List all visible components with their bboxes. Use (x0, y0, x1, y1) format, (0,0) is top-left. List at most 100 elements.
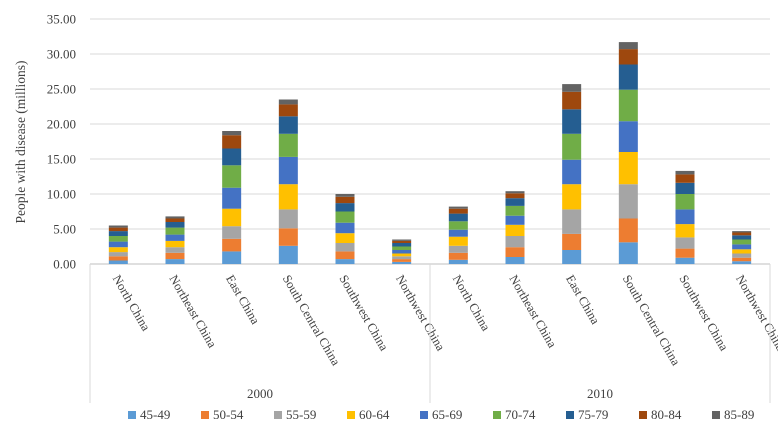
legend-swatch (712, 411, 720, 419)
bar-segment-60-64 (618, 152, 638, 185)
bar-segment-75-79 (222, 148, 242, 166)
x-tick-label: South Central China (280, 273, 343, 369)
bar-segment-60-64 (392, 253, 412, 257)
bar-segment-80-84 (335, 196, 355, 204)
bar-segment-85-89 (165, 216, 185, 219)
bar-segment-85-89 (505, 191, 525, 194)
x-tick-label: East China (563, 273, 603, 328)
bar-segment-75-79 (392, 243, 412, 247)
legend-swatch (420, 411, 428, 419)
y-tick-label: 10.00 (47, 187, 76, 202)
bar-segment-85-89 (618, 42, 638, 50)
x-tick-label: Southwest China (676, 273, 731, 354)
bar-segment-65-69 (108, 241, 128, 248)
legend-label: 80-84 (651, 407, 682, 422)
legend-swatch (639, 411, 647, 419)
x-tick-label: Northwest China (393, 273, 448, 354)
bar-segment-50-54 (222, 238, 242, 252)
bar-segment-70-74 (165, 227, 185, 235)
bar-segment-60-64 (505, 224, 525, 236)
bar-segment-50-54 (278, 228, 298, 246)
bar-segment-60-64 (448, 236, 468, 246)
bars (108, 42, 752, 264)
bar-segment-80-84 (222, 135, 242, 149)
bar-segment-55-59 (448, 245, 468, 253)
legend-swatch (493, 411, 501, 419)
bar-segment-60-64 (278, 184, 298, 210)
bar-segment-80-84 (392, 240, 412, 243)
y-tick-label: 20.00 (47, 117, 76, 132)
bar-segment-45-49 (618, 242, 638, 264)
bar-segment-65-69 (335, 222, 355, 234)
group-label: 2010 (587, 386, 613, 401)
bar-segment-60-64 (562, 184, 582, 210)
bar-segment-75-79 (108, 231, 128, 236)
bar-segment-65-69 (618, 121, 638, 152)
bar-segment-85-89 (335, 194, 355, 197)
bar-segment-45-49 (165, 259, 185, 264)
x-tick-label: North China (110, 273, 153, 334)
bar-segment-65-69 (562, 159, 582, 185)
bar-segment-45-49 (108, 260, 128, 264)
bar-segment-80-84 (675, 174, 695, 183)
x-tick-label: Southwest China (336, 273, 391, 354)
bar-segment-75-79 (675, 182, 695, 194)
bar-segment-55-59 (108, 252, 128, 257)
y-axis-label: People with disease (millions) (13, 60, 28, 223)
bar-segment-85-89 (278, 99, 298, 105)
legend-swatch (128, 411, 136, 419)
bar-segment-65-69 (448, 229, 468, 237)
legend-swatch (566, 411, 574, 419)
x-tick-label: East China (223, 273, 263, 328)
bar-segment-50-54 (618, 218, 638, 243)
bar-segment-70-74 (505, 205, 525, 216)
legend-label: 45-49 (140, 407, 170, 422)
bar-segment-75-79 (448, 213, 468, 222)
bar-segment-75-79 (278, 116, 298, 134)
bar-segment-55-59 (732, 253, 752, 258)
bar-segment-60-64 (732, 249, 752, 254)
x-tick-label: Northeast China (506, 273, 559, 351)
bar-segment-60-64 (335, 233, 355, 243)
bar-segment-55-59 (675, 237, 695, 249)
x-tick-label: Northwest China (733, 273, 778, 354)
gridlines (90, 18, 770, 265)
x-tick-label: Northeast China (166, 273, 219, 351)
bar-segment-45-49 (222, 251, 242, 264)
bar-segment-70-74 (448, 221, 468, 230)
bar-segment-65-69 (505, 215, 525, 225)
bar-segment-70-74 (675, 194, 695, 210)
x-tick-label: South Central China (620, 273, 683, 369)
bar-segment-85-89 (448, 206, 468, 209)
bar-segment-45-49 (505, 257, 525, 264)
bar-segment-55-59 (335, 243, 355, 252)
bar-segment-60-64 (165, 240, 185, 248)
y-tick-label: 25.00 (47, 82, 76, 97)
bar-segment-50-54 (505, 247, 525, 257)
legend: 45-49 50-54 55-59 60-64 65-69 70-74 75-79 80-84… (128, 407, 754, 422)
bar-segment-50-54 (108, 256, 128, 261)
bar-segment-50-54 (165, 252, 185, 260)
bar-segment-45-49 (448, 259, 468, 264)
legend-label: 70-74 (505, 407, 536, 422)
bar-segment-65-69 (222, 187, 242, 209)
legend-label: 60-64 (359, 407, 390, 422)
bar-segment-80-84 (562, 91, 582, 110)
bar-segment-70-74 (392, 246, 412, 250)
bar-segment-70-74 (108, 236, 128, 242)
y-tick-label: 30.00 (47, 47, 76, 62)
bar-segment-70-74 (278, 133, 298, 157)
legend-swatch (201, 411, 209, 419)
bar-segment-60-64 (675, 224, 695, 238)
group-label: 2000 (247, 386, 273, 401)
x-axis: North China Northeast China East China Sout… (89, 264, 778, 403)
legend-swatch (347, 411, 355, 419)
bar-segment-85-89 (392, 239, 412, 241)
bar-segment-50-54 (448, 252, 468, 260)
bar-segment-80-84 (278, 104, 298, 117)
bar-segment-45-49 (732, 261, 752, 264)
bar-segment-50-54 (732, 257, 752, 262)
legend-label: 50-54 (213, 407, 244, 422)
bar-segment-65-69 (732, 244, 752, 250)
